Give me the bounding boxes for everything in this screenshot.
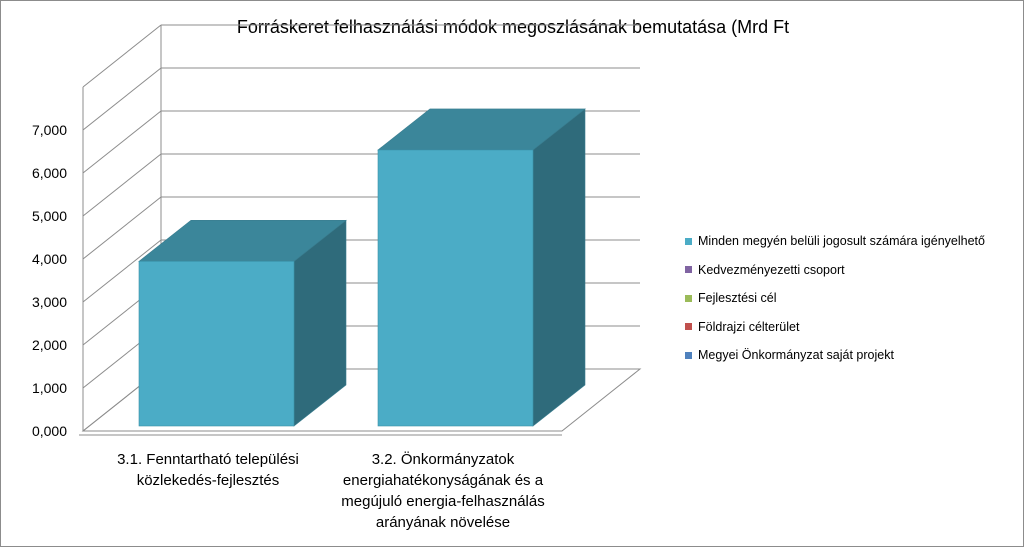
legend-label: Fejlesztési cél: [698, 291, 777, 306]
bar: [377, 149, 534, 427]
legend-label: Megyei Önkormányzat saját projekt: [698, 348, 894, 363]
gridline-diagonal: [82, 110, 162, 174]
y-tick-label: 4,000: [32, 251, 67, 267]
gridline-diagonal: [82, 196, 162, 260]
y-tick-label: 3,000: [32, 294, 67, 310]
legend-swatch: [685, 323, 692, 331]
legend-item: Megyei Önkormányzat saját projekt: [685, 341, 985, 370]
legend-item: Kedvezményezetti csoport: [685, 256, 985, 285]
chart-floor: [81, 368, 642, 432]
y-tick-label: 6,000: [32, 165, 67, 181]
legend-label: Kedvezményezetti csoport: [698, 262, 845, 277]
y-tick-label: 5,000: [32, 208, 67, 224]
y-tick-label: 7,000: [32, 122, 67, 138]
legend-swatch: [685, 294, 692, 302]
bar-side: [532, 108, 586, 427]
gridline-diagonal: [82, 67, 162, 131]
y-tick-label: 0,000: [32, 423, 67, 439]
gridline-diagonal: [82, 153, 162, 217]
y-tick-label: 1,000: [32, 380, 67, 396]
gridline-diagonal: [82, 239, 162, 303]
bar: [138, 261, 295, 427]
legend-swatch: [685, 351, 692, 359]
y-tick-label: 2,000: [32, 337, 67, 353]
legend-swatch: [685, 266, 692, 274]
legend-label: Földrajzi célterület: [698, 319, 800, 334]
legend-label: Minden megyén belüli jogosult számára ig…: [698, 234, 985, 249]
legend-swatch: [685, 237, 692, 245]
legend-item: Fejlesztési cél: [685, 284, 985, 313]
legend-item: Minden megyén belüli jogosult számára ig…: [685, 227, 985, 256]
x-tick-label: 3.1. Fenntartható települési közlekedés-…: [117, 451, 299, 489]
legend: Minden megyén belüli jogosult számára ig…: [685, 227, 985, 370]
wall-edge: [82, 24, 162, 88]
x-tick-label: 3.2. Önkormányzatok energiahatékonyságán…: [341, 451, 545, 531]
legend-item: Földrajzi célterület: [685, 313, 985, 342]
chart-title: Forráskeret felhasználási módok megoszlá…: [236, 17, 790, 37]
